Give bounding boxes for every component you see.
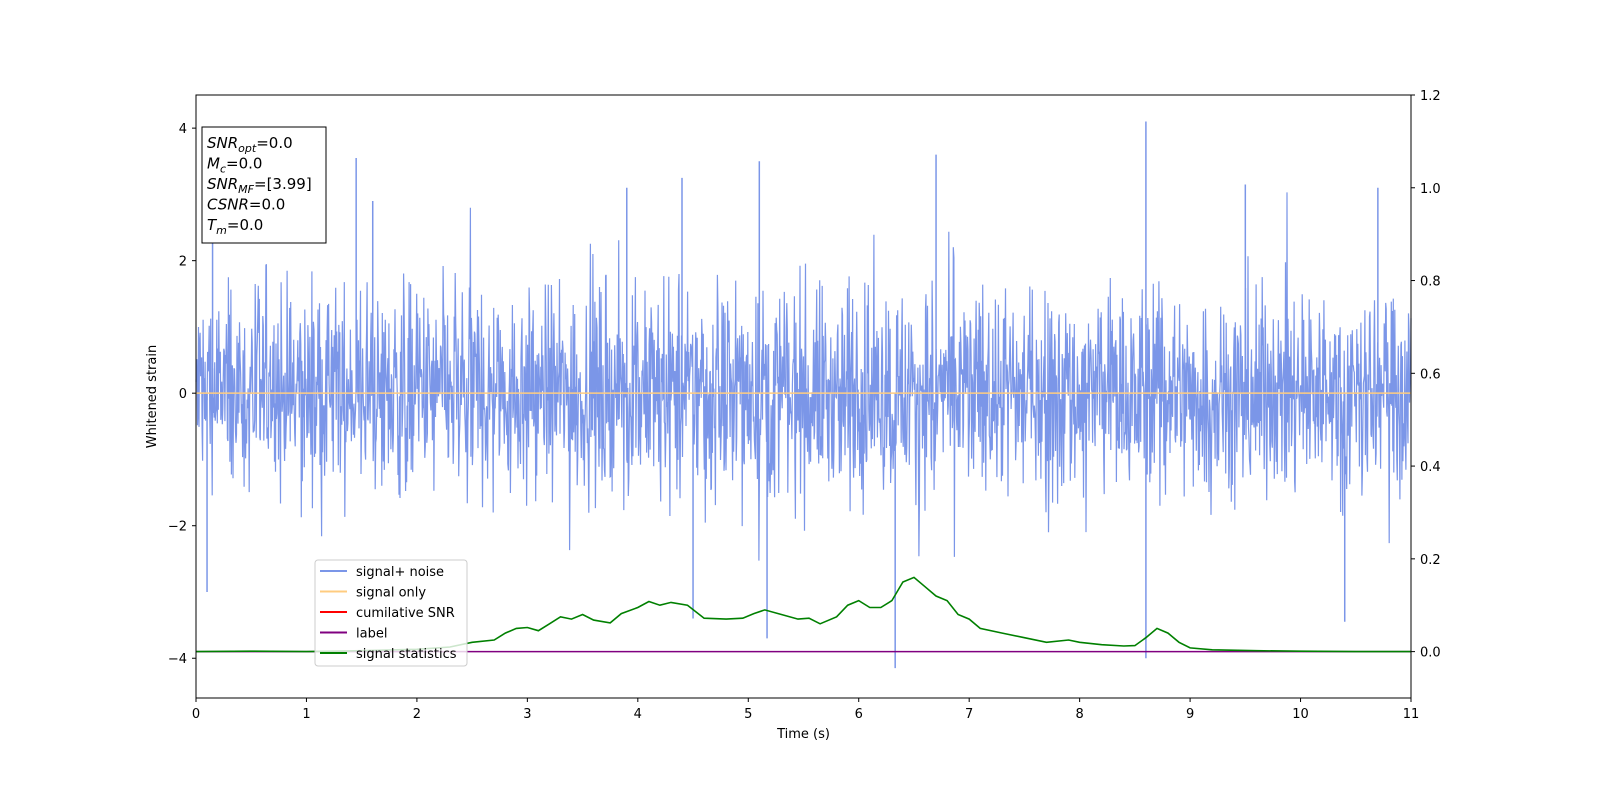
x-tick-label: 8 [1075, 707, 1083, 722]
info-csnr: CSNR=0.0 [207, 196, 285, 214]
x-tick-label: 10 [1292, 707, 1309, 722]
legend-label: cumilative SNR [356, 606, 455, 621]
series-signal-statistics [195, 576, 1411, 653]
y-axis-label: Whitened strain [145, 345, 160, 448]
info-snr-opt: SNRopt=0.0 [207, 134, 293, 155]
info-snr-mf: SNRMF=[3.99] [207, 175, 312, 196]
x-tick-label: 9 [1186, 707, 1194, 722]
info-mc: Mc=0.0 [207, 155, 262, 176]
y2-tick-label: 1.2 [1420, 89, 1441, 104]
legend-label: label [356, 627, 387, 642]
x-tick-label: 4 [634, 707, 642, 722]
legend-label: signal statistics [356, 647, 457, 662]
axes-frame [195, 94, 1412, 699]
x-tick-label: 3 [523, 707, 531, 722]
noise-trace [195, 192, 1412, 561]
legend: signal+ noise signal only cumilative SNR la… [314, 559, 468, 667]
y-axis-left: 4 2 0 −2 −4 [168, 122, 196, 667]
y2-tick-label: 0.6 [1420, 367, 1441, 382]
y2-tick-label: 0.8 [1420, 275, 1441, 290]
x-tick-label: 7 [965, 707, 973, 722]
y2-tick-label: 1.0 [1420, 182, 1441, 197]
y-axis-right: 1.2 1.0 0.8 0.6 0.4 0.2 0.0 [1411, 89, 1441, 661]
x-tick-label: 6 [855, 707, 863, 722]
y2-tick-label: 0.0 [1420, 646, 1441, 661]
x-tick-label: 11 [1403, 707, 1420, 722]
x-axis-label: Time (s) [776, 727, 830, 742]
x-axis: 0 1 2 3 4 5 6 7 8 9 10 11 [192, 698, 1419, 722]
y2-tick-label: 0.2 [1420, 553, 1441, 568]
y-tick-label: −4 [168, 652, 187, 667]
info-tm: Tm=0.0 [207, 216, 263, 237]
y-tick-label: −2 [168, 520, 187, 535]
x-tick-label: 2 [413, 707, 421, 722]
y-tick-label: 0 [179, 387, 187, 402]
y-tick-label: 2 [179, 255, 187, 270]
series-signal-plus-noise [195, 121, 1412, 669]
x-tick-label: 5 [744, 707, 752, 722]
y2-tick-label: 0.4 [1420, 460, 1441, 475]
y-tick-label: 4 [179, 122, 187, 137]
x-tick-label: 1 [302, 707, 310, 722]
legend-label: signal only [356, 586, 426, 601]
x-tick-label: 0 [192, 707, 200, 722]
legend-label: signal+ noise [356, 565, 444, 580]
